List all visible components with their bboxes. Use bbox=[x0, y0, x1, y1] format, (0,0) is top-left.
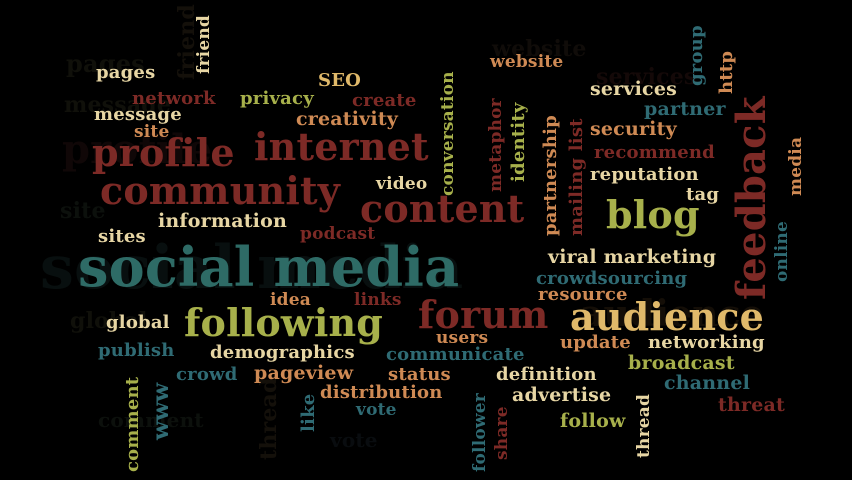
ghost-word: message bbox=[64, 92, 172, 118]
word-site: site bbox=[134, 122, 170, 142]
word-online: online bbox=[772, 221, 792, 282]
word-communicate: communicate bbox=[386, 344, 525, 365]
word-channel: channel bbox=[664, 372, 751, 394]
word-following: following bbox=[184, 300, 384, 345]
word-pageview: pageview bbox=[254, 362, 354, 384]
word-follower: follower bbox=[470, 393, 490, 472]
word-website: website bbox=[490, 52, 564, 72]
word-global: global bbox=[106, 312, 170, 333]
word-metaphor: metaphor bbox=[486, 98, 506, 192]
word-information: information bbox=[158, 210, 287, 232]
word-group: group bbox=[686, 25, 707, 86]
word-follow: follow bbox=[560, 410, 626, 432]
word-forum: forum bbox=[418, 292, 549, 337]
word-status: status bbox=[388, 364, 451, 385]
word-resource: resource bbox=[538, 284, 628, 305]
word-services: services bbox=[590, 78, 678, 100]
word-vote: vote bbox=[356, 400, 397, 420]
word-crowd: crowd bbox=[176, 364, 238, 385]
word-reputation: reputation bbox=[590, 164, 699, 185]
ghost-word: comment bbox=[98, 408, 204, 432]
word-seo: SEO bbox=[318, 70, 361, 91]
word-viral-marketing: viral marketing bbox=[548, 246, 717, 268]
word-http: http bbox=[716, 50, 737, 94]
word-broadcast: broadcast bbox=[628, 352, 735, 374]
word-update: update bbox=[560, 332, 631, 353]
ghost-word: global bbox=[70, 308, 148, 334]
ghost-word: website bbox=[492, 36, 587, 62]
word-network: network bbox=[132, 88, 216, 109]
word-www: www bbox=[148, 382, 174, 440]
ghost-word: site bbox=[60, 198, 106, 224]
word-recommend: recommend bbox=[594, 142, 715, 163]
word-profile: profile bbox=[92, 130, 235, 175]
word-friend: friend bbox=[194, 15, 214, 74]
word-comment: comment bbox=[122, 376, 143, 472]
word-distribution: distribution bbox=[320, 382, 443, 403]
word-like: like bbox=[298, 393, 319, 432]
word-idea: idea bbox=[270, 290, 311, 310]
word-pages: pages bbox=[96, 62, 156, 83]
word-users: users bbox=[436, 328, 489, 348]
word-podcast: podcast bbox=[300, 224, 376, 244]
ghost-word: audience bbox=[580, 293, 764, 335]
word-share: share bbox=[492, 406, 512, 460]
word-message: message bbox=[94, 104, 182, 125]
word-creativity: creativity bbox=[296, 108, 399, 130]
word-feedback: feedback bbox=[728, 96, 775, 300]
word-crowdsourcing: crowdsourcing bbox=[536, 268, 688, 289]
word-content: content bbox=[360, 186, 525, 231]
word-internet: internet bbox=[254, 124, 429, 169]
word-community: community bbox=[100, 168, 341, 213]
word-partner: partner bbox=[644, 98, 726, 120]
ghost-word: vote bbox=[330, 428, 378, 452]
word-privacy: privacy bbox=[240, 88, 314, 109]
word-thread: thread bbox=[634, 393, 654, 458]
word-create: create bbox=[352, 90, 417, 111]
word-social-media: social media bbox=[78, 235, 460, 299]
word-security: security bbox=[590, 118, 677, 140]
word-mailing-list: mailing list bbox=[566, 118, 587, 236]
word-threat: threat bbox=[718, 394, 785, 416]
word-audience: audience bbox=[570, 294, 764, 339]
ghost-word: pages bbox=[66, 49, 145, 78]
ghost-word: services bbox=[596, 64, 697, 90]
word-definition: definition bbox=[496, 364, 597, 385]
word-publish: publish bbox=[98, 340, 175, 361]
word-identity: identity bbox=[508, 102, 529, 183]
word-partnership: partnership bbox=[540, 115, 561, 236]
word-demographics: demographics bbox=[210, 342, 355, 363]
ghost-word: profile bbox=[62, 126, 213, 173]
word-sites: sites bbox=[98, 226, 146, 247]
word-links: links bbox=[354, 290, 402, 310]
word-blog: blog bbox=[606, 192, 700, 237]
word-tag: tag bbox=[686, 184, 720, 205]
word-conversation: conversation bbox=[438, 71, 458, 196]
word-video: video bbox=[376, 174, 428, 194]
ghost-word: social media bbox=[40, 233, 464, 303]
word-networking: networking bbox=[648, 332, 765, 353]
word-media: media bbox=[786, 136, 806, 196]
ghost-word: thread bbox=[256, 377, 282, 460]
word-advertise: advertise bbox=[512, 384, 612, 406]
